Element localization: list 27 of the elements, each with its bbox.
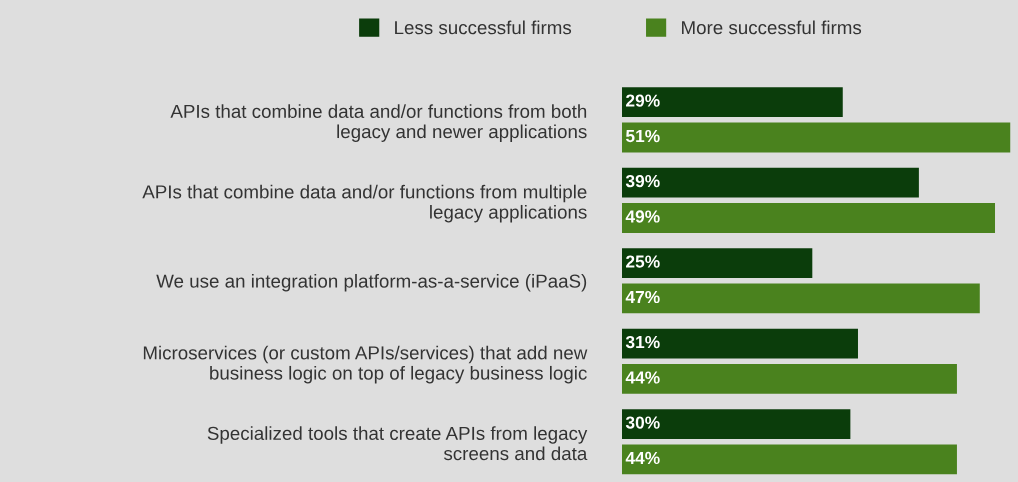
legend-label: Less successful firms [395, 20, 572, 35]
data-label: 39% [625, 174, 660, 188]
y-tick-label: Specialized tools that create APIs from legacy screens and data [207, 426, 588, 461]
bar [622, 167, 919, 198]
y-tick-label: We use an integration platform-as-a-service (iPaaS) [156, 273, 587, 292]
data-label: 25% [626, 255, 660, 268]
data-label: 30% [625, 416, 660, 429]
bar [622, 122, 1011, 153]
bar [622, 283, 980, 314]
data-label: 29% [626, 94, 660, 107]
bar [622, 328, 858, 359]
y-tick-label: APIs that combine data and/or functions from both legacy and newer applications [170, 104, 587, 142]
data-label: 44% [625, 451, 660, 465]
data-label: 31% [625, 335, 660, 349]
legend-label: More successful firms [682, 20, 862, 35]
y-tick-label: Microservices (or custom APIs/services) that add new business logic on top of legacy business logic [143, 345, 588, 384]
bar [622, 248, 813, 278]
data-label: 44% [625, 371, 660, 384]
bar [622, 364, 957, 394]
bar [622, 409, 851, 439]
bar [622, 87, 843, 117]
data-label: 51% [625, 129, 660, 143]
data-label: 49% [625, 210, 660, 223]
data-label: 47% [625, 290, 660, 304]
y-tick-label: APIs that combine data and/or functions from multiple legacy applications [142, 184, 587, 223]
bar [622, 203, 996, 233]
bar [622, 444, 957, 475]
